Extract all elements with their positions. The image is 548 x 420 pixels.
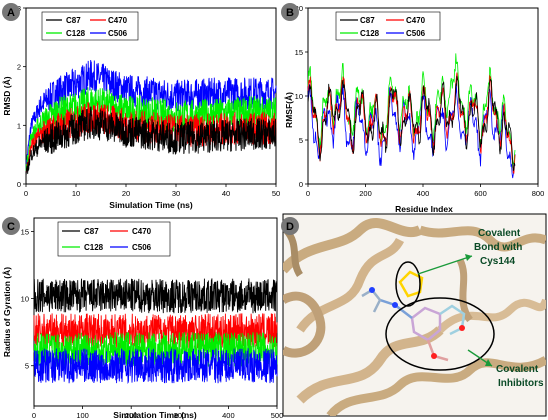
- protein-ribbon-drawing: [283, 218, 546, 416]
- panel-a-label: A: [7, 7, 15, 19]
- x-tick-label: 300: [174, 411, 187, 420]
- legend-label-c128: C128: [360, 29, 380, 38]
- legend-label-c470: C470: [132, 227, 152, 236]
- x-tick-label: 600: [474, 189, 487, 198]
- y-tick-label: 0: [17, 180, 21, 189]
- x-tick-label: 400: [417, 189, 430, 198]
- panel-b-ticks: 0 200 400 600 800 0 5 10 15 20: [295, 4, 545, 198]
- panel-b-xlabel: Residue Index: [395, 204, 453, 214]
- legend-label-c470: C470: [108, 16, 128, 25]
- cys144-highlight-ellipse: [395, 261, 421, 307]
- panel-c-ticks: 0 100 200 300 400 500 5 10 15: [21, 227, 284, 420]
- x-tick-label: 200: [125, 411, 138, 420]
- annotation-arrowhead-inhibitor: [485, 359, 492, 366]
- y-tick-label: 0: [299, 180, 303, 189]
- x-tick-label: 100: [76, 411, 89, 420]
- legend-label-c470: C470: [406, 16, 426, 25]
- panel-d: Covalent Bond with Cys144 Covalent Inhib…: [281, 213, 547, 417]
- x-tick-label: 0: [306, 189, 310, 198]
- y-tick-label: 5: [299, 136, 303, 145]
- panel-a-series: [25, 59, 277, 177]
- annotation-covalent-bond: Covalent: [478, 228, 521, 239]
- annotation-covalent-inhibitors: Covalent: [496, 364, 539, 375]
- x-tick-label: 40: [222, 189, 230, 198]
- y-tick-label: 2: [17, 63, 21, 72]
- series-line-c87: [33, 278, 278, 314]
- y-tick-label: 10: [295, 92, 303, 101]
- panel-c-legend: C87 C470 C128 C506: [57, 221, 171, 257]
- legend-label-c506: C506: [108, 29, 128, 38]
- legend-label-c506: C506: [406, 29, 426, 38]
- series-line-c87: [307, 75, 516, 172]
- x-tick-label: 30: [172, 189, 180, 198]
- series-line-c506: [33, 347, 278, 384]
- panel-c-label-badge: [2, 217, 20, 235]
- legend-label-c87: C87: [360, 16, 375, 25]
- x-tick-label: 0: [24, 189, 28, 198]
- panel-a: 010203040500123 Simulation Time (ns) RMS…: [2, 3, 280, 210]
- series-line-c128: [25, 87, 277, 171]
- panel-c-series: [33, 278, 278, 384]
- panel-b-series: [307, 53, 516, 179]
- x-tick-label: 20: [122, 189, 130, 198]
- annotation-arrow-cys144: [417, 255, 473, 275]
- x-tick-label: 0: [32, 411, 36, 420]
- series-line-c470: [33, 313, 278, 349]
- legend-label-c128: C128: [84, 243, 104, 252]
- y-tick-label: 15: [21, 227, 29, 236]
- panel-a-label-badge: [2, 3, 20, 21]
- panel-c-label: C: [7, 221, 15, 233]
- legend-label-c128: C128: [66, 29, 86, 38]
- legend-label-c87: C87: [84, 227, 99, 236]
- legend-label-c87: C87: [66, 16, 81, 25]
- y-tick-label: 1: [17, 121, 21, 130]
- panel-b: 0 200 400 600 800 0 5 10 15 20 Residue Index RMSF…: [281, 3, 544, 214]
- panel-b-label-badge: [281, 3, 299, 21]
- panel-a-xlabel: Simulation Time (ns): [109, 200, 193, 210]
- panel-b-ylabel: RMSF(Å): [284, 92, 294, 128]
- panel-a-ylabel: RMSD (Å): [2, 76, 12, 115]
- panel-a-legend: C87 C470 C128 C506: [41, 11, 139, 41]
- annotation-covalent-bond-l3: Cys144: [480, 256, 515, 267]
- series-line-c87: [25, 106, 277, 177]
- annotation-covalent-inhibitors-l2: Inhibitors: [498, 378, 544, 389]
- legend-label-c506: C506: [132, 243, 152, 252]
- inhibitor-highlight-ellipse: [385, 297, 495, 371]
- x-tick-label: 200: [359, 189, 372, 198]
- y-tick-label: 10: [21, 295, 29, 304]
- panel-d-label: D: [286, 221, 294, 233]
- ligand-sticks: [361, 270, 466, 362]
- y-tick-label: 20: [295, 4, 303, 13]
- panel-c: 0 100 200 300 400 500 5 10 15 Simulation Time (n…: [2, 217, 283, 420]
- x-tick-label: 400: [222, 411, 235, 420]
- annotation-arrowhead-cys144: [465, 254, 472, 261]
- x-tick-label: 500: [271, 411, 284, 420]
- x-tick-label: 800: [532, 189, 545, 198]
- panel-c-xlabel: Simulation Time (ns): [113, 410, 197, 420]
- panel-b-label: B: [286, 7, 294, 19]
- y-tick-label: 5: [25, 362, 29, 371]
- series-line-c506: [307, 83, 516, 179]
- y-tick-label: 15: [295, 48, 303, 57]
- panel-d-label-badge: [281, 217, 299, 235]
- panel-c-ylabel: Radius of Gyration (Å): [2, 267, 12, 357]
- annotation-covalent-bond-l2: Bond with: [474, 242, 522, 253]
- x-tick-label: 10: [72, 189, 80, 198]
- panel-b-legend: C87 C470 C128 C506: [335, 11, 441, 41]
- x-tick-label: 50: [272, 189, 280, 198]
